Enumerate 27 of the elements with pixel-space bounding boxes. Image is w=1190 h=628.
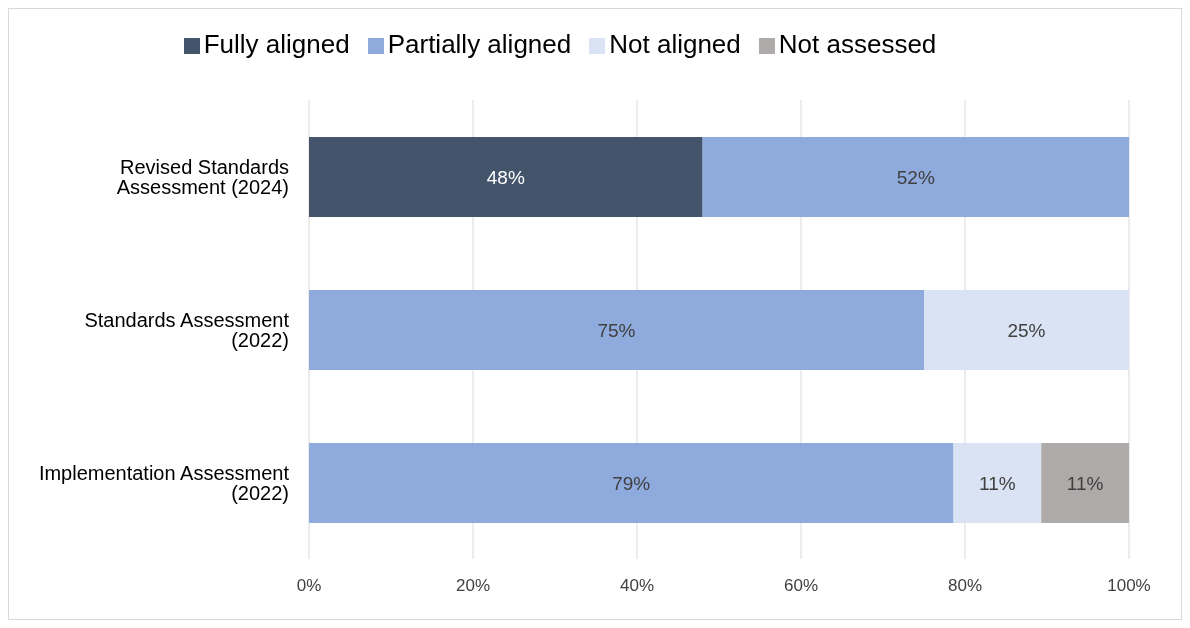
data-label: 25% bbox=[1007, 319, 1046, 341]
legend-label: Fully aligned bbox=[203, 29, 350, 59]
bar bbox=[924, 290, 1129, 370]
x-tick-label: 20% bbox=[455, 576, 491, 596]
data-label: 11% bbox=[979, 472, 1016, 494]
legend-label: Not aligned bbox=[609, 29, 741, 59]
bar bbox=[702, 137, 1129, 217]
data-label: 79% bbox=[612, 472, 651, 494]
y-tick-label: Standards Assessment (2022) bbox=[84, 308, 290, 351]
x-tick-label: 100% bbox=[1107, 576, 1151, 596]
bar bbox=[953, 443, 1042, 523]
bar bbox=[1041, 443, 1129, 523]
x-tick-label: 40% bbox=[619, 576, 655, 596]
data-label: 52% bbox=[896, 166, 935, 188]
bar bbox=[309, 137, 703, 217]
data-label: 11% bbox=[1066, 472, 1104, 494]
legend-label: Not assessed bbox=[778, 29, 937, 59]
legend-label: Partially aligned bbox=[387, 29, 572, 59]
y-tick-label: Implementation Assessment (2022) bbox=[38, 461, 290, 504]
bar bbox=[309, 443, 954, 523]
data-label: 75% bbox=[597, 319, 636, 341]
y-tick-label: Revised Standards Assessment (2024) bbox=[116, 155, 289, 198]
x-tick-label: 0% bbox=[296, 576, 322, 596]
data-label: 48% bbox=[486, 166, 525, 188]
bar bbox=[309, 290, 924, 370]
x-tick-label: 60% bbox=[783, 576, 819, 596]
x-tick-label: 80% bbox=[947, 576, 983, 596]
